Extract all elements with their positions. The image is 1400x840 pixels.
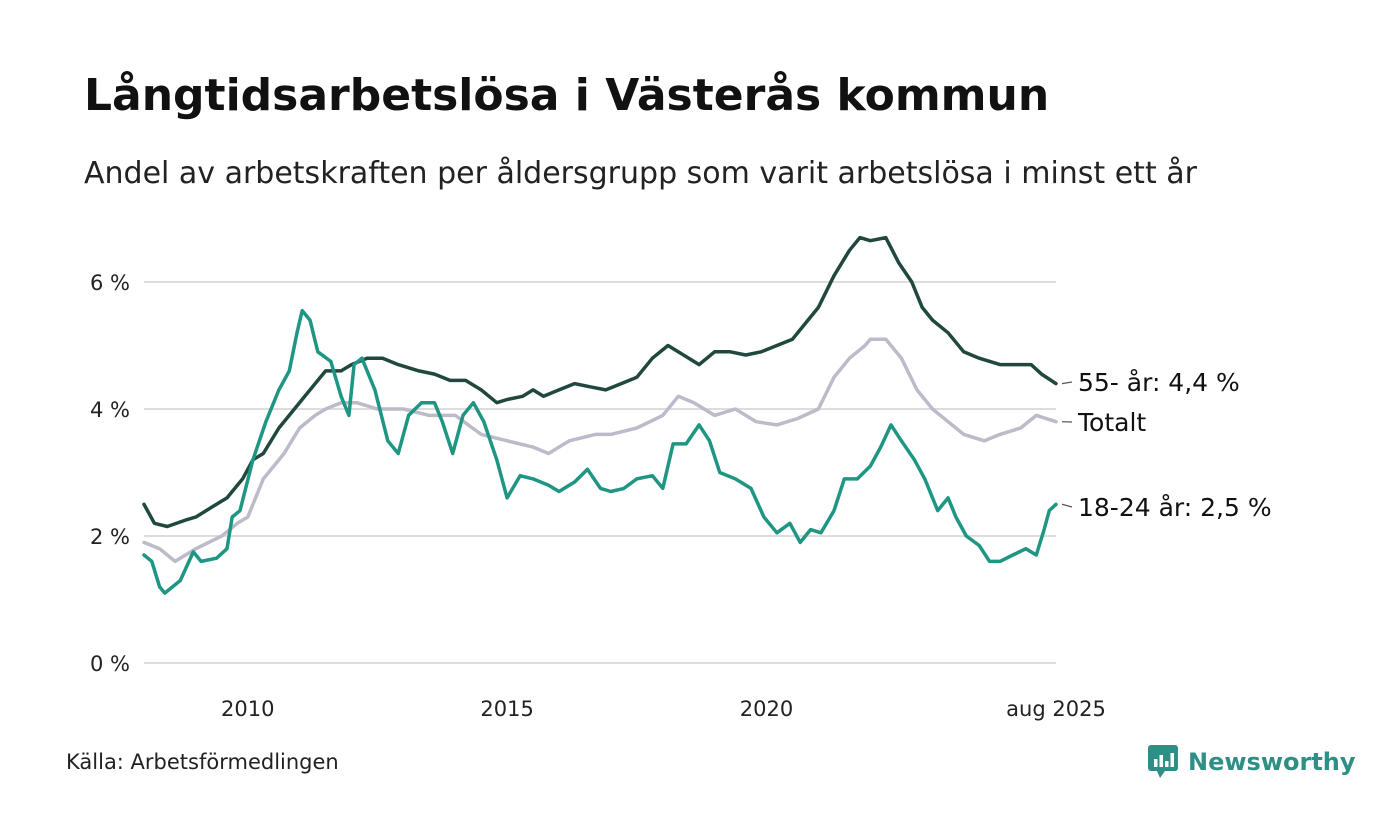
brand-logo: Newsworthy (1148, 744, 1356, 780)
series-end-label-55: 55- år: 4,4 % (1078, 368, 1240, 397)
newsworthy-logo-icon (1148, 745, 1178, 778)
gridlines (144, 281, 1056, 664)
chart-title: Långtidsarbetslösa i Västerås kommun (84, 70, 1050, 121)
source-note: Källa: Arbetsförmedlingen (66, 750, 339, 774)
x-tick-label: 2020 (740, 697, 793, 721)
x-tick-label: 2015 (480, 697, 533, 721)
x-axis-ticks: 2010 2015 2020 aug 2025 (221, 697, 1106, 721)
brand-name: Newsworthy (1188, 748, 1356, 776)
series-line-totalt (142, 337, 1058, 564)
x-tick-label: aug 2025 (1006, 697, 1106, 721)
series-end-label-totalt: Totalt (1077, 408, 1146, 437)
y-tick-label: 6 % (90, 271, 130, 295)
series-end-label-18-24: 18-24 år: 2,5 % (1078, 493, 1272, 522)
chart-subtitle: Andel av arbetskraften per åldersgrupp s… (84, 156, 1197, 191)
end-label-leader (1061, 503, 1073, 508)
y-axis-ticks: 0 % 2 % 4 % 6 % (90, 271, 130, 676)
x-tick-label: 2010 (221, 697, 274, 721)
series-end-labels: Totalt 55- år: 4,4 % 18-24 år: 2,5 % (1061, 368, 1272, 522)
end-label-leader (1061, 381, 1073, 385)
y-tick-label: 0 % (90, 652, 130, 676)
series-lines (142, 235, 1058, 595)
y-tick-label: 2 % (90, 525, 130, 549)
line-chart: 0 % 2 % 4 % 6 % 2010 2015 2020 aug 2025 Totalt… (90, 235, 1272, 721)
y-tick-label: 4 % (90, 398, 130, 422)
series-line-18-24 (142, 308, 1058, 595)
series-line-55 (142, 235, 1058, 529)
